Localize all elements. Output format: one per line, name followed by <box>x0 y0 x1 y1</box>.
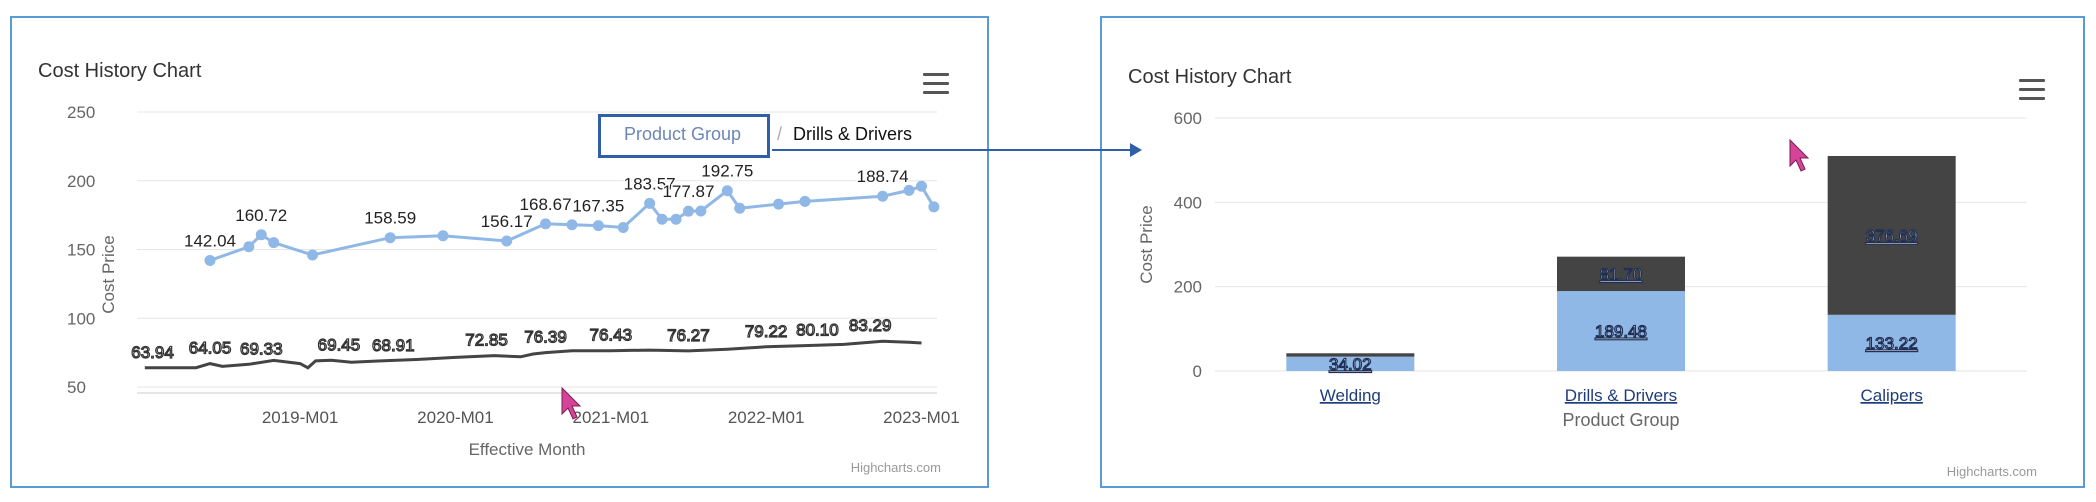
data-label: 133.22 <box>1866 334 1918 353</box>
data-label: 72.85 <box>465 331 508 350</box>
data-label: 177.87 <box>662 182 714 201</box>
data-point <box>915 180 927 192</box>
y-tick-label: 50 <box>67 378 86 397</box>
y-tick-label: 250 <box>67 103 95 122</box>
data-label: 142.04 <box>184 231 236 250</box>
x-tick-label: 2021-M01 <box>573 408 650 427</box>
data-point <box>307 249 319 261</box>
bar-chart-plot: 0 200 400 600 Cost Price Product Group 34.02 We… <box>1137 109 2027 430</box>
menu-icon[interactable] <box>2019 79 2045 101</box>
data-label: 63.94 <box>131 343 174 362</box>
data-label: 168.67 <box>520 195 572 214</box>
data-label: 188.74 <box>857 167 909 186</box>
data-label: 83.29 <box>849 316 892 335</box>
data-point <box>903 184 915 196</box>
data-point <box>243 241 255 253</box>
y-tick-label: 200 <box>67 172 95 191</box>
cost-history-bar-chart-panel: Cost History Chart Highcharts.com 0 200 40… <box>1100 16 2085 488</box>
chart-title: Cost History Chart <box>38 60 202 82</box>
data-label: 376.69 <box>1866 226 1918 245</box>
data-point <box>644 197 656 209</box>
y-tick-label: 400 <box>1174 193 1202 212</box>
y-tick-label: 600 <box>1174 109 1202 128</box>
y-tick-label: 200 <box>1174 278 1202 297</box>
data-point <box>656 213 668 225</box>
menu-icon[interactable] <box>923 73 949 95</box>
x-tick-label: 2020-M01 <box>417 408 494 427</box>
data-point <box>928 201 940 213</box>
cost-history-line-chart-panel: Cost History Chart Highcharts.com 50 100 1… <box>10 16 989 488</box>
highcharts-credits[interactable]: Highcharts.com <box>850 460 941 475</box>
data-point <box>501 235 513 247</box>
x-tick-label: 2023-M01 <box>883 408 960 427</box>
bar-segment <box>1557 256 1685 292</box>
data-point <box>384 232 396 244</box>
data-point <box>695 205 707 217</box>
line-chart-plot: 50 100 150 200 250 2019-M01 2020-M01 2021-M01 20… <box>67 103 960 459</box>
data-point <box>566 219 578 231</box>
data-point <box>268 237 280 249</box>
y-axis-title: Cost Price <box>99 235 118 313</box>
data-point <box>617 222 629 233</box>
data-label: 156.17 <box>481 212 533 231</box>
breadcrumb-current: Drills & Drivers <box>793 124 912 144</box>
data-point <box>670 213 682 225</box>
data-label: 80.10 <box>796 321 839 340</box>
data-point <box>592 220 604 232</box>
data-label: 167.35 <box>572 197 624 216</box>
x-tick-label: 2022-M01 <box>728 408 805 427</box>
data-label: 189.48 <box>1595 322 1647 341</box>
bar-segment <box>1286 356 1415 371</box>
bar-segment <box>1827 314 1956 371</box>
data-label: 76.43 <box>590 326 633 345</box>
data-label: 34.02 <box>1329 355 1372 374</box>
data-label: 192.75 <box>701 162 753 181</box>
data-point <box>255 229 267 241</box>
data-label: 69.45 <box>318 335 361 354</box>
data-point <box>540 218 552 230</box>
data-point <box>734 202 746 214</box>
data-label: 76.27 <box>667 326 710 345</box>
data-point <box>799 195 811 207</box>
data-label: 158.59 <box>364 209 416 228</box>
chart-title: Cost History Chart <box>1128 66 1292 88</box>
data-label: 76.39 <box>524 328 567 347</box>
data-label: 183.57 <box>624 174 676 193</box>
x-category-link[interactable]: Welding <box>1320 386 1381 405</box>
y-tick-label: 100 <box>67 309 95 328</box>
x-category-link[interactable]: Drills & Drivers <box>1565 386 1677 405</box>
data-label: 64.05 <box>189 339 232 358</box>
data-point <box>721 185 733 197</box>
breadcrumb-separator: / <box>777 124 783 144</box>
data-point <box>877 190 889 202</box>
x-tick-label: 2019-M01 <box>262 408 339 427</box>
data-label: 68.91 <box>372 336 415 355</box>
data-label: 69.33 <box>240 339 283 358</box>
x-category-link[interactable]: Calipers <box>1860 386 1922 405</box>
highcharts-credits[interactable]: Highcharts.com <box>1946 464 2037 479</box>
data-label: 79.22 <box>745 322 788 341</box>
series-line <box>144 339 922 370</box>
bar-segment <box>1286 353 1415 357</box>
data-point <box>437 230 449 242</box>
data-point <box>682 205 694 217</box>
data-label: 160.72 <box>235 206 287 225</box>
bar-segment <box>1827 155 1956 315</box>
bar-segment <box>1557 291 1685 371</box>
y-tick-label: 0 <box>1193 362 1202 381</box>
breadcrumb-highlight-box <box>598 114 770 158</box>
x-axis-title: Effective Month <box>469 440 586 459</box>
x-axis-title: Product Group <box>1562 410 1679 430</box>
y-tick-label: 150 <box>67 241 95 260</box>
data-point <box>773 198 785 210</box>
data-point <box>204 254 216 266</box>
breadcrumb-product-group-link[interactable]: Product Group <box>624 124 742 144</box>
y-axis-title: Cost Price <box>1137 205 1156 283</box>
data-label: 81.70 <box>1600 265 1643 284</box>
